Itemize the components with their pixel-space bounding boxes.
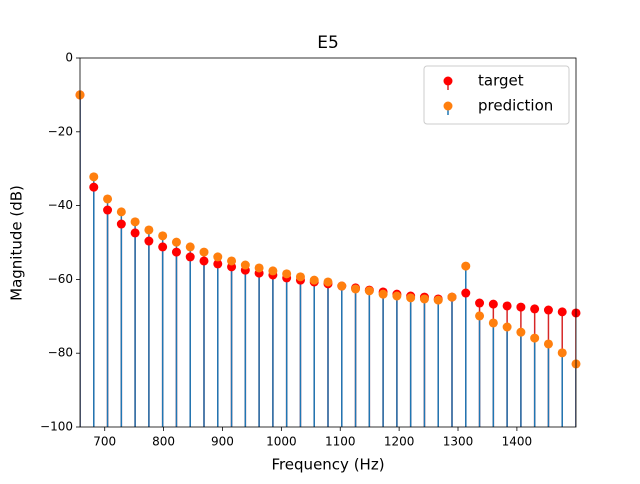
stem-marker [89,172,99,182]
x-tick-label: 1300 [443,435,474,449]
stem-marker [488,299,498,309]
stem-marker [309,275,319,285]
stem-marker [144,236,154,246]
stem-marker [116,207,126,217]
stem-marker [447,292,457,302]
stem-marker [433,295,443,305]
stem-marker [282,269,292,279]
stem-marker [516,302,526,312]
stem-marker [337,281,347,291]
stem-marker [557,307,567,317]
stem-marker [323,277,333,287]
y-tick-label: −40 [48,198,73,212]
stem-marker [543,305,553,315]
stem-marker [502,322,512,332]
stem-marker [158,231,168,241]
stem-marker [530,333,540,343]
legend-marker [443,76,453,86]
stem-marker [213,259,223,269]
legend-marker [443,101,453,111]
x-axis-label: Frequency (Hz) [271,456,384,474]
y-tick-label: −80 [48,346,73,360]
x-tick-label: 1400 [502,435,533,449]
stem-marker [419,294,429,304]
stem-marker [185,252,195,262]
stem-marker [475,311,485,321]
stem-marker [199,256,209,266]
stem-marker [130,217,140,227]
stem-marker [254,263,264,273]
x-tick-label: 1100 [325,435,356,449]
stem-marker [227,256,237,266]
stem-marker [378,289,388,299]
stem-marker [158,242,168,252]
stem-marker [144,225,154,235]
stem-marker [543,339,553,349]
stem-marker [475,298,485,308]
stem-marker [103,205,113,215]
legend-label: prediction [478,97,553,115]
y-axis-label: Magnitude (dB) [8,185,26,301]
stem-marker [116,219,126,229]
stem-marker [171,237,181,247]
x-tick-label: 800 [152,435,175,449]
stem-marker [461,288,471,298]
markers [75,90,581,369]
stem-marker [268,266,278,276]
stem-marker [406,293,416,303]
axes-frame [79,57,577,428]
y-tick-label: −100 [40,420,73,434]
stem-marker [171,247,181,257]
y-tick-label: 0 [65,51,73,65]
stem-marker [392,291,402,301]
legend-label: target [478,72,524,90]
stem-marker [488,318,498,328]
legend-box [423,65,570,125]
stem-marker [557,348,567,358]
stem-marker [199,247,209,257]
y-tick-label: −20 [48,124,73,138]
x-tick-label: 700 [93,435,116,449]
stem-marker [295,272,305,282]
stem-marker [240,260,250,270]
x-tick-label: 1200 [384,435,415,449]
stem-marker [364,286,374,296]
stem-marker [130,228,140,238]
y-tick-label: −60 [48,272,73,286]
stem-marker [461,261,471,271]
stem-marker [530,304,540,314]
x-tick-label: 1000 [266,435,297,449]
stem-marker [103,194,113,204]
x-tick-label: 900 [211,435,234,449]
stem-marker [351,284,361,294]
stem-marker [89,182,99,192]
stem-marker [516,327,526,337]
stem-marker [502,301,512,311]
chart-title: E5 [317,33,339,53]
stem-marker [213,252,223,262]
stem-marker [185,242,195,252]
